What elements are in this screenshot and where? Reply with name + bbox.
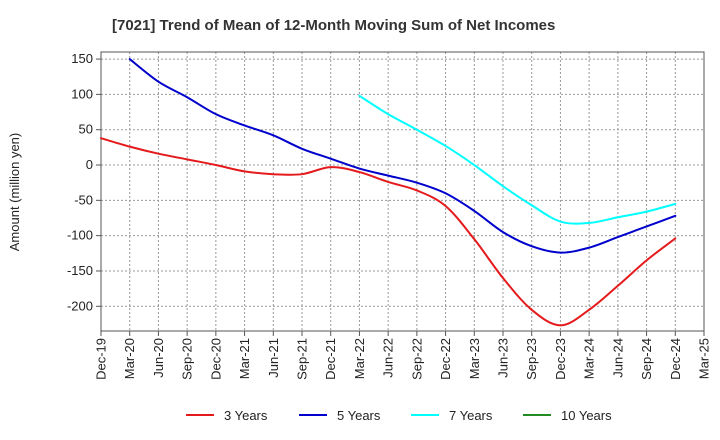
x-tick-label: Mar-22: [352, 338, 367, 379]
x-tick-label: Jun-24: [610, 338, 625, 378]
x-tick-label: Mar-24: [582, 338, 597, 379]
x-tick-label: Dec-24: [668, 338, 683, 380]
y-tick-label: -100: [67, 228, 93, 243]
series-group: [100, 58, 677, 327]
x-tick-label: Dec-22: [438, 338, 453, 380]
y-axis-label: Amount (million yen): [7, 133, 22, 252]
x-tick-label: Jun-21: [266, 338, 281, 378]
x-tick-label: Jun-20: [151, 338, 166, 378]
y-tick-label: -50: [74, 192, 93, 207]
x-tick-label: Jun-23: [496, 338, 511, 378]
x-tick-label: Sep-23: [524, 338, 539, 380]
legend-label-3-years: 3 Years: [224, 408, 268, 423]
x-tick-label: Dec-21: [323, 338, 338, 380]
x-tick-label: Sep-22: [409, 338, 424, 380]
series-line-3-years: [100, 137, 677, 327]
legend-label-7-years: 7 Years: [449, 408, 493, 423]
y-axis: 150 100 50 0 -50 -100 -150 -200: [67, 51, 101, 313]
x-tick-label: Dec-19: [94, 338, 109, 380]
y-tick-label: -150: [67, 263, 93, 278]
x-tick-label: Mar-21: [237, 338, 252, 379]
x-tick-label: Sep-21: [295, 338, 310, 380]
y-tick-label: 0: [86, 157, 93, 172]
x-axis: Dec-19 Mar-20 Jun-20 Sep-20 Dec-20 Mar-21 Jun-…: [94, 331, 712, 380]
x-tick-label: Mar-23: [467, 338, 482, 379]
x-tick-label: Dec-23: [553, 338, 568, 380]
legend: 3 Years 5 Years 7 Years 10 Years: [186, 408, 612, 423]
y-tick-label: 150: [71, 51, 93, 66]
series-line-5-years: [128, 58, 677, 254]
y-tick-label: 100: [71, 86, 93, 101]
y-tick-label: 50: [79, 122, 93, 137]
x-tick-label: Jun-22: [381, 338, 396, 378]
plot-frame: [100, 51, 705, 332]
series-line-7-years: [358, 94, 677, 225]
x-tick-label: Mar-20: [122, 338, 137, 379]
x-tick-label: Sep-24: [639, 338, 654, 380]
y-tick-label: -200: [67, 298, 93, 313]
legend-label-5-years: 5 Years: [337, 408, 381, 423]
x-tick-label: Mar-25: [697, 338, 712, 379]
legend-label-10-years: 10 Years: [561, 408, 612, 423]
x-tick-label: Dec-20: [208, 338, 223, 380]
x-tick-label: Sep-20: [180, 338, 195, 380]
chart-title: [7021] Trend of Mean of 12-Month Moving …: [112, 17, 555, 34]
